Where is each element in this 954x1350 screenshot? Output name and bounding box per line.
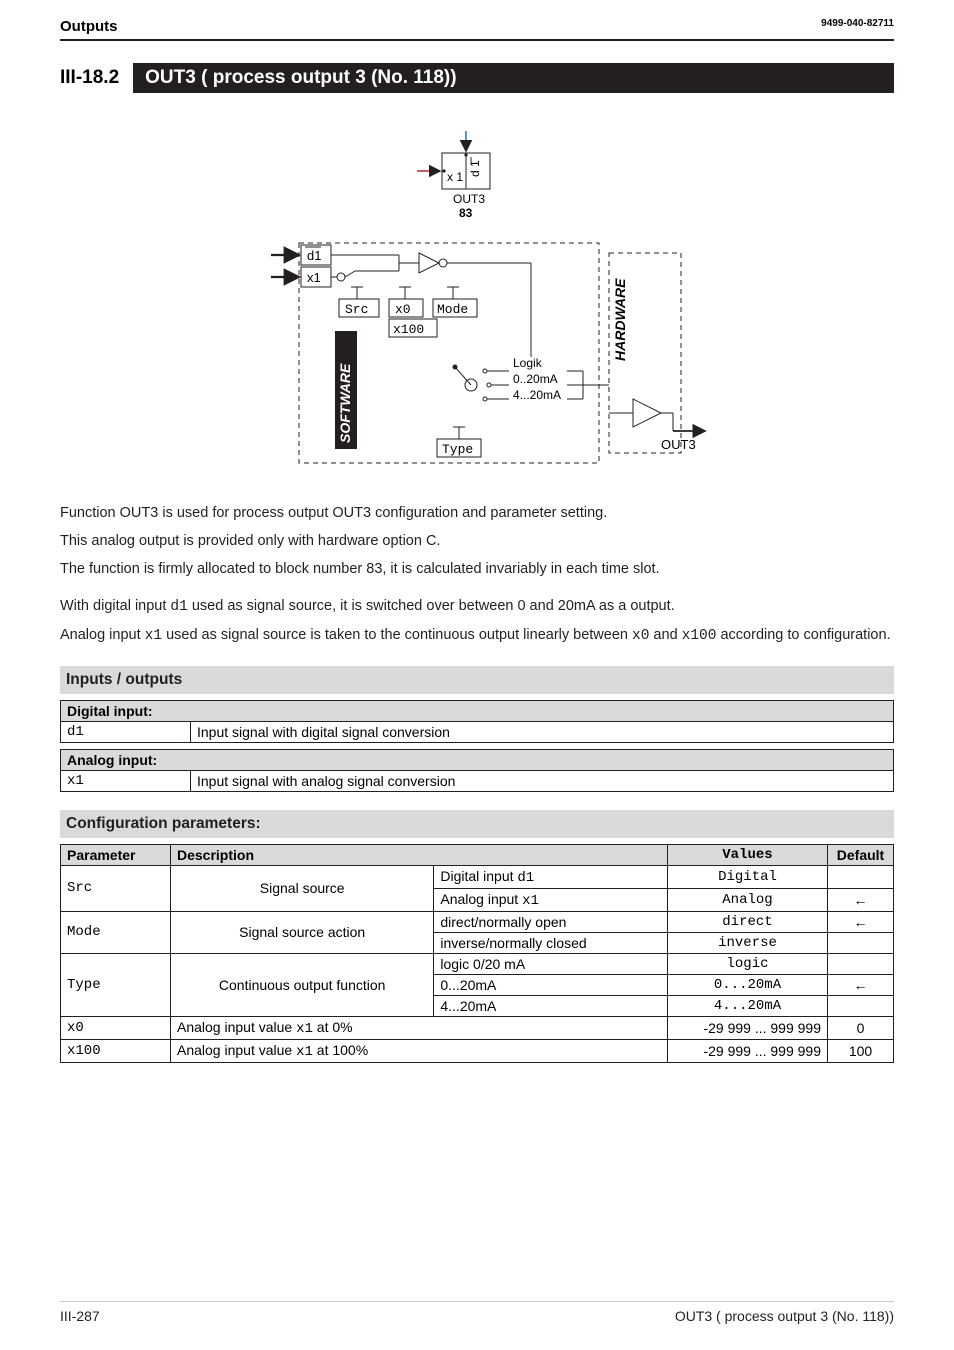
para-1: Function OUT3 is used for process output…	[60, 503, 894, 525]
type-param: Type	[61, 953, 171, 1016]
x100-desc: Analog input value x1 at 100%	[171, 1039, 668, 1062]
svg-text:x0: x0	[395, 302, 411, 317]
svg-text:OUT3: OUT3	[453, 192, 485, 206]
header-left: Outputs	[60, 18, 118, 35]
src-r1: Digital input d1	[434, 865, 668, 888]
x0-def: 0	[828, 1016, 894, 1039]
mode-param: Mode	[61, 911, 171, 953]
digital-input-header: Digital input:	[61, 700, 894, 721]
section-number: III-18.2	[60, 63, 133, 93]
footer-right: OUT3 ( process output 3 (No. 118))	[675, 1308, 894, 1324]
footer-left: III-287	[60, 1308, 100, 1324]
page-footer: III-287 OUT3 ( process output 3 (No. 118…	[60, 1301, 894, 1324]
section-heading: III-18.2 OUT3 ( process output 3 (No. 11…	[60, 63, 894, 93]
d1-name: d1	[61, 721, 191, 742]
para-4: With digital input d1 used as signal sou…	[60, 596, 894, 619]
svg-text:d 1: d 1	[468, 160, 482, 177]
x1-name: x1	[61, 770, 191, 791]
mode-r2-def	[828, 932, 894, 953]
diagram-container: d 1 x 1 OUT3 83 SOFTWARE d1 x1	[60, 123, 894, 483]
body-paragraphs: Function OUT3 is used for process output…	[60, 503, 894, 648]
x0-val: -29 999 ... 999 999	[668, 1016, 828, 1039]
src-r1-def	[828, 865, 894, 888]
type-r2-def: ←	[828, 974, 894, 995]
io-heading: Inputs / outputs	[60, 666, 894, 694]
type-r1-def	[828, 953, 894, 974]
config-table: Parameter Description Values Default Src…	[60, 844, 894, 1063]
x100-def: 100	[828, 1039, 894, 1062]
svg-text:x1: x1	[307, 270, 321, 285]
src-r2: Analog input x1	[434, 888, 668, 911]
svg-text:d1: d1	[307, 248, 321, 263]
x100-val: -29 999 ... 999 999	[668, 1039, 828, 1062]
svg-text:Type: Type	[442, 442, 473, 457]
type-r2-val: 0...20mA	[668, 974, 828, 995]
cfg-heading: Configuration parameters:	[60, 810, 894, 838]
block-diagram: d 1 x 1 OUT3 83 SOFTWARE d1 x1	[237, 123, 717, 483]
mode-r1-val: direct	[668, 911, 828, 932]
svg-text:SOFTWARE: SOFTWARE	[337, 363, 353, 443]
svg-text:Logik: Logik	[513, 356, 543, 370]
para-5: Analog input x1 used as signal source is…	[60, 625, 894, 648]
src-r2-def: ←	[828, 888, 894, 911]
col-default: Default	[828, 844, 894, 865]
analog-input-table: Analog input: x1 Input signal with analo…	[60, 749, 894, 792]
svg-text:0..20mA: 0..20mA	[513, 372, 558, 386]
section-title: OUT3 ( process output 3 (No. 118))	[133, 63, 894, 93]
type-r3-def	[828, 995, 894, 1016]
para-3: The function is firmly allocated to bloc…	[60, 559, 894, 581]
mode-r1-def: ←	[828, 911, 894, 932]
mode-r1: direct/normally open	[434, 911, 668, 932]
src-param: Src	[61, 865, 171, 911]
svg-text:OUT3: OUT3	[661, 437, 696, 452]
para-2: This analog output is provided only with…	[60, 531, 894, 553]
x100-param: x100	[61, 1039, 171, 1062]
d1-desc: Input signal with digital signal convers…	[191, 721, 894, 742]
src-r1-val: Digital	[668, 865, 828, 888]
svg-text:Src: Src	[345, 302, 368, 317]
digital-input-table: Digital input: d1 Input signal with digi…	[60, 700, 894, 743]
svg-text:HARDWARE: HARDWARE	[612, 278, 628, 361]
svg-text:Mode: Mode	[437, 302, 468, 317]
col-values: Values	[668, 844, 828, 865]
x0-param: x0	[61, 1016, 171, 1039]
analog-input-header: Analog input:	[61, 749, 894, 770]
mode-desc: Signal source action	[171, 911, 434, 953]
header-right: 9499-040-82711	[821, 18, 894, 35]
x0-desc: Analog input value x1 at 0%	[171, 1016, 668, 1039]
x1-desc: Input signal with analog signal conversi…	[191, 770, 894, 791]
type-r3-val: 4...20mA	[668, 995, 828, 1016]
col-parameter: Parameter	[61, 844, 171, 865]
type-r3: 4...20mA	[434, 995, 668, 1016]
col-description: Description	[171, 844, 668, 865]
svg-text:x 1: x 1	[447, 170, 463, 184]
mode-r2: inverse/normally closed	[434, 932, 668, 953]
page-header: Outputs 9499-040-82711	[60, 0, 894, 41]
type-r1: logic 0/20 mA	[434, 953, 668, 974]
svg-text:83: 83	[459, 206, 473, 220]
svg-text:4...20mA: 4...20mA	[513, 388, 561, 402]
type-r2: 0...20mA	[434, 974, 668, 995]
src-desc: Signal source	[171, 865, 434, 911]
svg-text:x100: x100	[393, 322, 424, 337]
mode-r2-val: inverse	[668, 932, 828, 953]
type-desc: Continuous output function	[171, 953, 434, 1016]
src-r2-val: Analog	[668, 888, 828, 911]
type-r1-val: logic	[668, 953, 828, 974]
